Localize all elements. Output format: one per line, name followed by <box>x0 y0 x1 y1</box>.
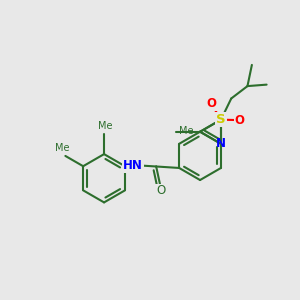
Text: N: N <box>216 137 226 150</box>
Text: S: S <box>216 113 226 126</box>
Text: Me: Me <box>98 121 113 131</box>
Text: O: O <box>234 114 244 127</box>
Text: HN: HN <box>123 158 142 172</box>
Text: O: O <box>206 98 216 110</box>
Text: Me: Me <box>55 143 70 153</box>
Text: Me: Me <box>179 126 194 136</box>
Text: O: O <box>156 184 165 197</box>
Text: N: N <box>216 113 226 126</box>
